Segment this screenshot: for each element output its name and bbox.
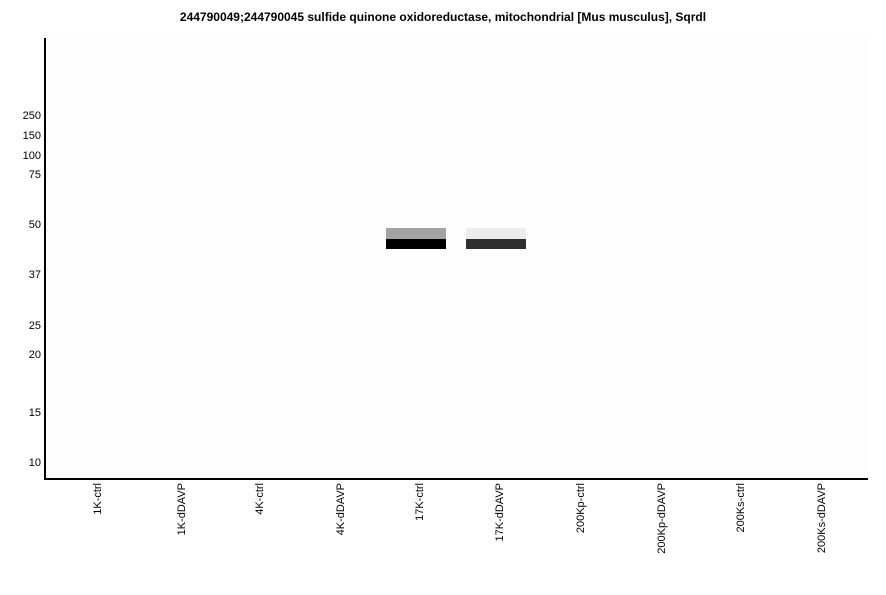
lane-label-1K-ctrl: 1K-ctrl (92, 483, 104, 515)
y-tick-label-250: 250 (22, 110, 41, 122)
y-tick-label-15: 15 (28, 407, 41, 419)
band-17K-dDAVP-lower (466, 239, 526, 249)
band-17K-ctrl-lower (386, 239, 446, 249)
y-tick-label-150: 150 (22, 130, 41, 142)
lane-label-1K-dDAVP: 1K-dDAVP (176, 483, 188, 536)
lane-label-4K-ctrl: 4K-ctrl (254, 483, 266, 515)
band-17K-ctrl-upper (386, 228, 446, 239)
lane-label-200Ks-ctrl: 200Ks-ctrl (735, 483, 747, 533)
lane-label-4K-dDAVP: 4K-dDAVP (335, 483, 347, 536)
y-tick-label-50: 50 (28, 219, 41, 231)
y-tick-label-25: 25 (28, 320, 41, 332)
lane-label-200Kp-ctrl: 200Kp-ctrl (575, 483, 587, 534)
lane-label-17K-dDAVP: 17K-dDAVP (494, 483, 506, 542)
y-tick-label-10: 10 (28, 457, 41, 469)
chart-title: 244790049;244790045 sulfide quinone oxid… (179, 10, 707, 24)
y-tick-label-37: 37 (28, 269, 41, 281)
lane-label-200Kp-dDAVP: 200Kp-dDAVP (656, 483, 668, 554)
y-tick-label-100: 100 (22, 150, 41, 162)
plot-area (44, 38, 868, 480)
y-tick-label-75: 75 (28, 169, 41, 181)
y-tick-label-20: 20 (28, 349, 41, 361)
lane-label-17K-ctrl: 17K-ctrl (414, 483, 426, 521)
lane-label-200Ks-dDAVP: 200Ks-dDAVP (816, 483, 828, 554)
band-17K-dDAVP-upper (466, 228, 526, 239)
